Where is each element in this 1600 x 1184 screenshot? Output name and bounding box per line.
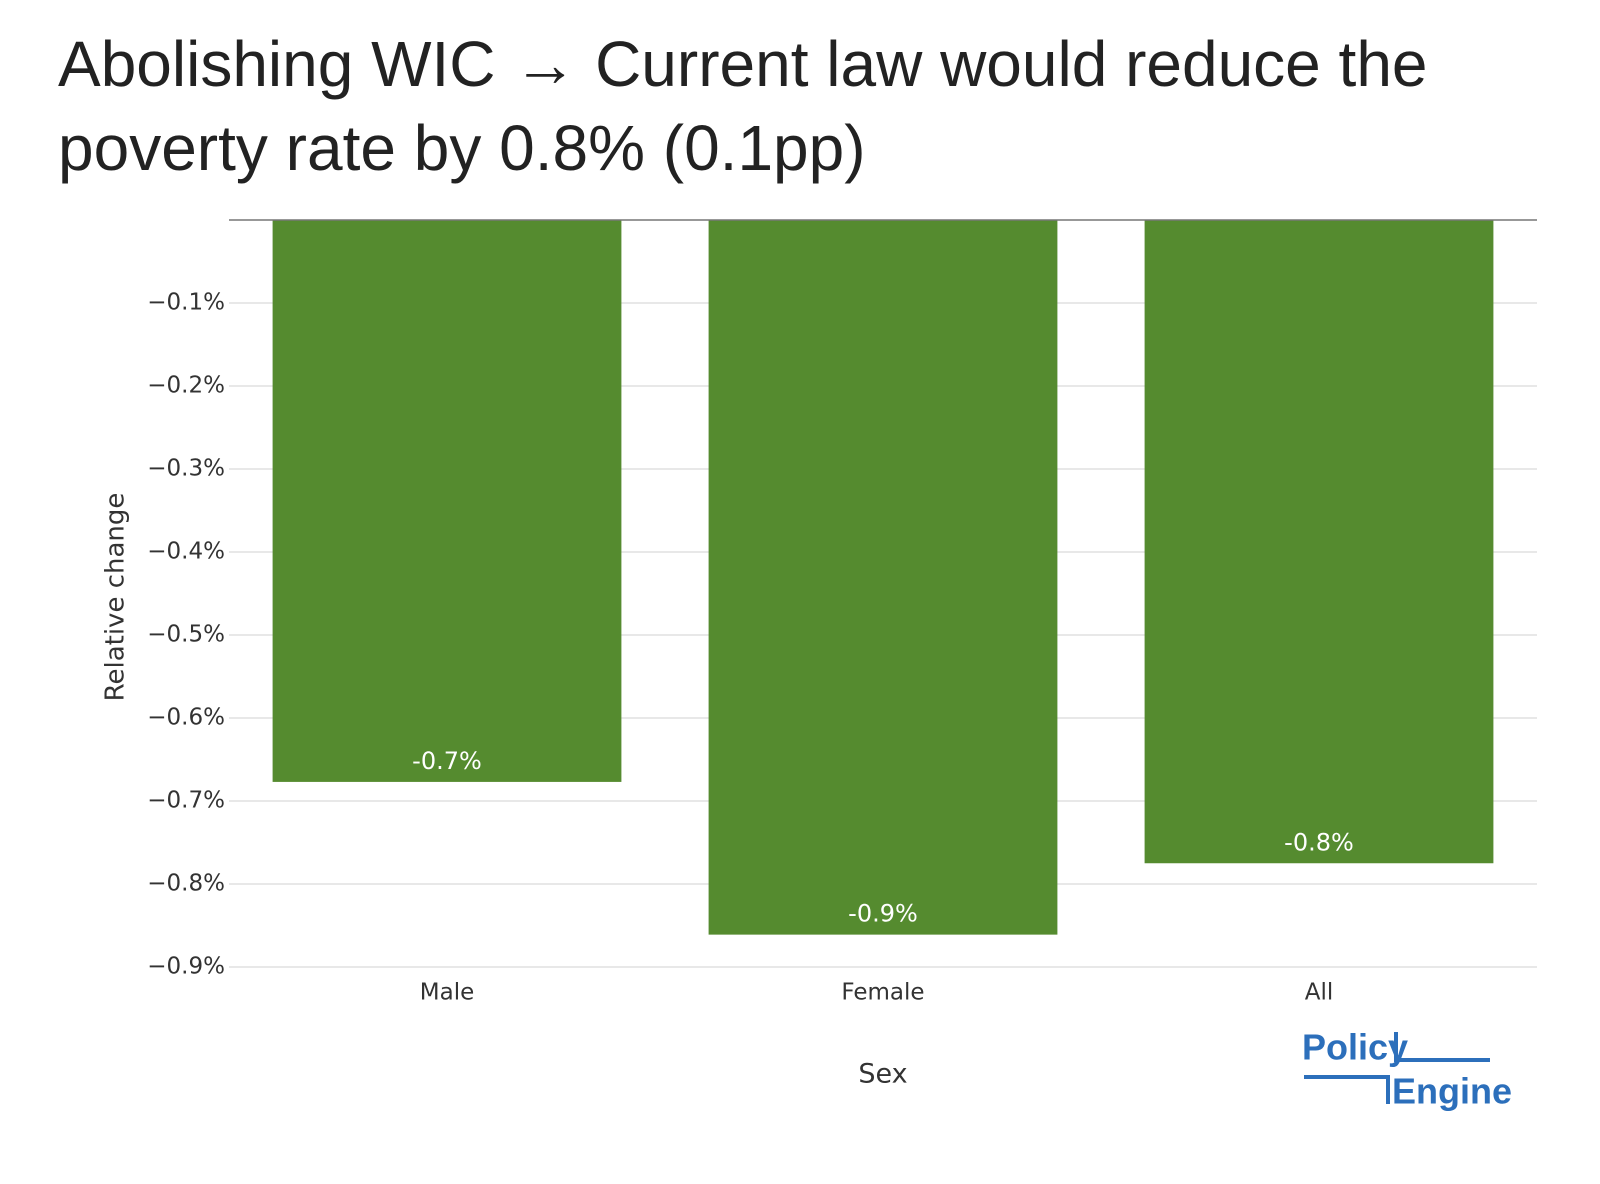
logo-lines — [1304, 1032, 1490, 1104]
y-tick-label: −0.5% — [147, 622, 225, 648]
logo-text: Policy — [1302, 1027, 1408, 1068]
value-label: -0.9% — [848, 900, 918, 928]
bar — [1144, 220, 1494, 864]
y-tick-label: −0.3% — [147, 456, 225, 482]
y-tick-label: −0.4% — [147, 539, 225, 565]
logo: Policy Engine — [1302, 1027, 1512, 1112]
value-label: -0.8% — [1284, 828, 1354, 856]
y-tick-label: −0.2% — [147, 373, 225, 399]
x-tick-label: All — [1305, 980, 1334, 1006]
y-tick-label: −0.6% — [147, 705, 225, 731]
y-tick-label: −0.8% — [147, 871, 225, 897]
logo-text: Engine — [1392, 1071, 1512, 1112]
bar — [708, 220, 1058, 935]
y-tick-label: −0.9% — [147, 954, 225, 980]
x-tick-label: Male — [420, 980, 474, 1006]
x-tick-label: Female — [841, 980, 924, 1006]
chart-title: Abolishing WIC → Current law would reduc… — [58, 28, 1428, 184]
y-axis-label: Relative change — [101, 493, 131, 702]
bar — [272, 220, 622, 782]
y-tick-label: −0.7% — [147, 788, 225, 814]
y-tick-label: −0.1% — [147, 290, 225, 316]
value-label: -0.7% — [412, 747, 482, 775]
x-axis-label: Sex — [858, 1059, 907, 1090]
